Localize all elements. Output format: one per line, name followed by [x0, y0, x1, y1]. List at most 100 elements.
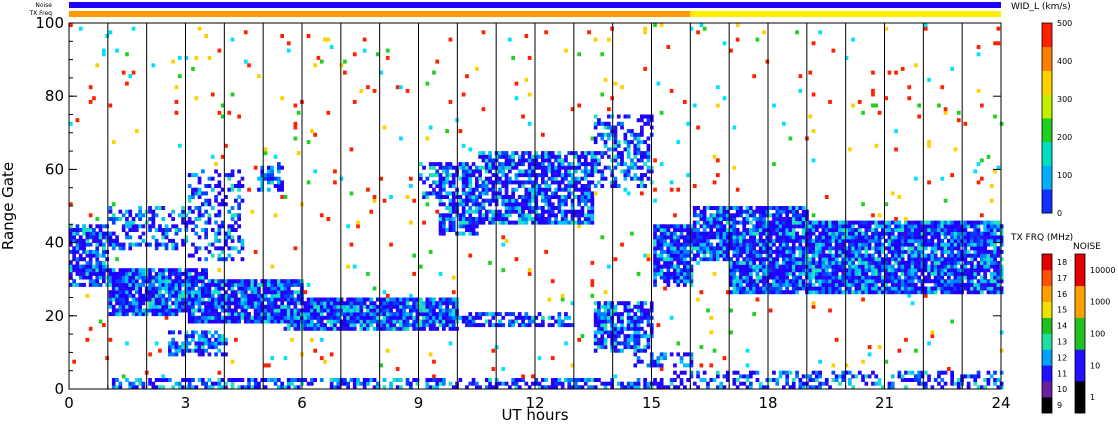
data-cell — [270, 173, 275, 178]
data-cell — [306, 319, 311, 324]
data-cell — [277, 184, 281, 188]
data-cell — [243, 312, 248, 317]
data-cell — [626, 151, 631, 156]
data-cell — [270, 180, 275, 185]
data-cell — [359, 312, 364, 317]
data-cell — [88, 275, 93, 280]
data-cell — [191, 319, 195, 324]
data-cell — [296, 378, 301, 382]
data-cell — [234, 378, 238, 382]
data-cell — [290, 315, 294, 320]
data-cell — [356, 378, 360, 382]
data-cell — [547, 165, 552, 170]
data-cell — [762, 220, 766, 225]
data-cell — [778, 268, 783, 273]
data-cell — [537, 213, 542, 218]
data-cell — [224, 297, 228, 302]
data-cell — [392, 319, 397, 324]
data-cell — [171, 209, 175, 214]
data-cell — [775, 253, 780, 258]
data-cell — [240, 312, 245, 317]
data-cell — [442, 220, 446, 225]
data-cell — [366, 297, 370, 302]
data-cell — [864, 224, 869, 229]
data-cell — [310, 381, 314, 386]
data-cell — [834, 220, 839, 225]
data-cell — [329, 385, 334, 390]
data-cell — [824, 264, 829, 269]
data-cell — [541, 195, 545, 199]
data-cell — [227, 176, 232, 181]
data-cell — [247, 279, 251, 284]
data-cell — [574, 213, 578, 218]
data-cell — [857, 242, 862, 247]
data-cell — [729, 246, 733, 251]
data-cell — [765, 279, 770, 284]
data-cell — [692, 220, 697, 225]
data-cell — [135, 286, 139, 291]
data-cell — [174, 282, 179, 287]
data-cell — [848, 220, 852, 225]
data-cell — [580, 220, 585, 225]
data-cell — [465, 224, 469, 229]
data-cell — [772, 370, 776, 375]
data-cell — [831, 257, 836, 262]
data-cell — [517, 169, 522, 174]
data-cell — [716, 235, 720, 240]
data-cell — [877, 238, 882, 243]
data-cell — [151, 293, 156, 298]
data-cell — [471, 220, 476, 225]
data-cell — [154, 271, 159, 276]
data-cell — [861, 220, 865, 225]
data-cell — [775, 217, 780, 221]
data-cell — [319, 304, 324, 309]
data-cell — [75, 249, 80, 254]
data-cell — [676, 264, 681, 269]
data-cell — [610, 319, 614, 324]
data-cell — [603, 308, 608, 313]
data-cell — [511, 180, 515, 185]
data-cell — [577, 209, 581, 214]
data-cell — [316, 319, 321, 324]
data-cell — [864, 279, 869, 284]
data-cell — [359, 323, 364, 328]
data-cell — [111, 286, 116, 291]
data-cell — [184, 286, 189, 291]
data-cell — [471, 378, 476, 382]
data-cell — [815, 238, 819, 243]
data-cell — [128, 286, 133, 291]
data-cell — [475, 323, 479, 328]
data-cell — [692, 184, 697, 188]
data-cell — [461, 202, 466, 207]
data-cell — [108, 217, 113, 221]
data-cell — [894, 271, 898, 276]
data-cell — [603, 165, 608, 170]
data-cell — [511, 202, 515, 207]
data-cell — [597, 312, 601, 317]
data-cell — [135, 290, 139, 295]
data-cell — [168, 348, 172, 353]
data-cell — [105, 235, 109, 240]
data-cell — [795, 290, 799, 295]
data-cell — [574, 151, 578, 156]
data-cell — [583, 220, 588, 225]
data-cell — [683, 235, 687, 240]
data-cell — [524, 220, 529, 225]
data-cell — [851, 279, 855, 284]
data-cell — [735, 37, 740, 42]
data-cell — [168, 268, 172, 273]
data-cell — [451, 312, 456, 317]
data-cell — [567, 165, 572, 170]
data-cell — [102, 253, 106, 258]
data-cell — [534, 191, 539, 196]
data-cell — [181, 209, 185, 214]
data-cell — [795, 217, 799, 221]
data-cell — [874, 260, 879, 265]
data-cell — [607, 154, 611, 159]
data-cell — [465, 209, 469, 214]
data-cell — [590, 198, 595, 203]
data-cell — [201, 286, 205, 291]
data-cell — [501, 220, 506, 225]
data-cell — [191, 312, 195, 317]
data-cell — [620, 330, 624, 335]
